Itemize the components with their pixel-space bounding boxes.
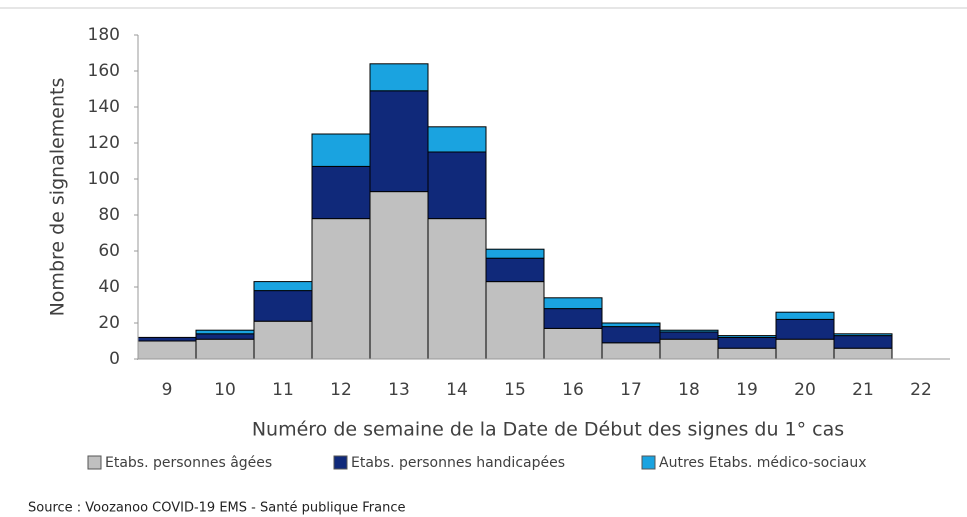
bar-segment	[659, 338, 719, 360]
bar-segment	[311, 218, 371, 360]
legend-swatch	[333, 455, 348, 470]
bar-segment	[717, 335, 777, 338]
x-axis-title: Numéro de semaine de la Date de Début de…	[252, 419, 844, 441]
bar-segment	[253, 320, 313, 360]
bar-segment	[253, 290, 313, 322]
bar-segment	[543, 327, 603, 360]
bar-segment	[427, 151, 487, 220]
legend-label: Autres Etabs. médico-sociaux	[659, 455, 867, 471]
bar-segment	[543, 297, 603, 310]
bar-segment	[601, 322, 661, 328]
x-tick-label: 22	[910, 380, 932, 400]
bar-segment	[833, 347, 893, 360]
source: Source : Voozanoo COVID-19 EMS - Santé p…	[28, 501, 405, 516]
bar-segment	[195, 338, 255, 360]
bar-segment	[485, 257, 545, 283]
legend-swatch	[641, 455, 656, 470]
y-tick-label: 140	[88, 97, 120, 117]
bar-segment	[195, 329, 255, 335]
y-tick-label: 160	[88, 61, 120, 81]
bar-segment	[775, 318, 835, 340]
bar-segment	[601, 342, 661, 360]
x-tick-label: 15	[504, 380, 526, 400]
y-tick-label: 40	[98, 277, 120, 297]
y-tick-label: 60	[98, 241, 120, 261]
x-tick-label: 9	[162, 380, 173, 400]
x-tick-label: 13	[388, 380, 410, 400]
y-tick-label: 80	[98, 205, 120, 225]
bar-segment	[601, 326, 661, 344]
bar-segment	[485, 281, 545, 360]
bar-segment	[717, 336, 777, 349]
y-axis-title: Nombre de signalements	[47, 78, 69, 317]
x-tick-label: 16	[562, 380, 584, 400]
bar-segment	[659, 331, 719, 340]
x-tick-label: 19	[736, 380, 758, 400]
bar-segment	[253, 281, 313, 292]
x-tick-label: 10	[214, 380, 236, 400]
bar-segment	[195, 333, 255, 340]
x-tick-label: 17	[620, 380, 642, 400]
bar-segment	[427, 126, 487, 153]
x-tick-label: 18	[678, 380, 700, 400]
y-tick-label: 0	[109, 349, 120, 369]
bar-segment	[485, 248, 545, 259]
bar-segment	[543, 308, 603, 329]
bar-segment	[369, 63, 429, 92]
y-tick-label: 100	[88, 169, 120, 189]
y-tick-label: 120	[88, 133, 120, 153]
bar-segment	[137, 336, 197, 342]
y-tick-label: 180	[88, 25, 120, 45]
bar-segment	[311, 165, 371, 220]
x-tick-label: 14	[446, 380, 468, 400]
legend-label: Etabs. personnes âgées	[105, 455, 272, 471]
x-tick-label: 20	[794, 380, 816, 400]
x-tick-label: 12	[330, 380, 352, 400]
x-tick-label: 11	[272, 380, 294, 400]
bar-segment	[659, 329, 719, 333]
bar-segment	[833, 333, 893, 337]
bar-segment	[369, 191, 429, 360]
bar-segment	[311, 133, 371, 167]
bar-segment	[427, 218, 487, 360]
bar-segment	[137, 340, 197, 360]
x-tick-label: 21	[852, 380, 874, 400]
bar-segment	[775, 311, 835, 320]
bar-segment	[369, 90, 429, 193]
y-tick-label: 20	[98, 313, 120, 333]
legend-label: Etabs. personnes handicapées	[351, 455, 565, 471]
bar-segment	[717, 347, 777, 360]
bar-segment	[833, 335, 893, 349]
legend-swatch	[87, 455, 102, 470]
bar-segment	[775, 338, 835, 360]
